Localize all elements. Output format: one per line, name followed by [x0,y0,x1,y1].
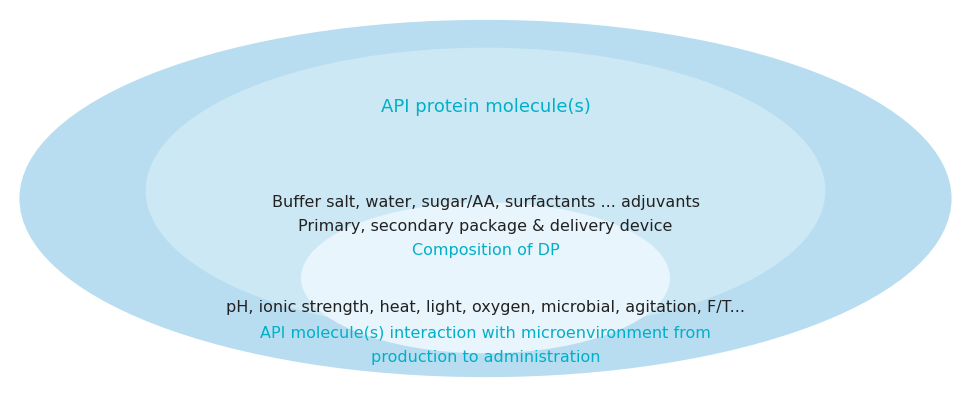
Ellipse shape [301,202,670,353]
Text: API protein molecule(s): API protein molecule(s) [381,98,590,116]
Ellipse shape [146,48,825,333]
Text: Buffer salt, water, sugar/AA, surfactants ... adjuvants: Buffer salt, water, sugar/AA, surfactant… [272,195,699,210]
Text: pH, ionic strength, heat, light, oxygen, microbial, agitation, F/T...: pH, ionic strength, heat, light, oxygen,… [226,300,745,315]
Text: Composition of DP: Composition of DP [412,243,559,258]
Text: API molecule(s) interaction with microenvironment from: API molecule(s) interaction with microen… [260,326,711,341]
Text: production to administration: production to administration [371,350,600,365]
Ellipse shape [19,20,952,377]
Text: Primary, secondary package & delivery device: Primary, secondary package & delivery de… [298,219,673,234]
